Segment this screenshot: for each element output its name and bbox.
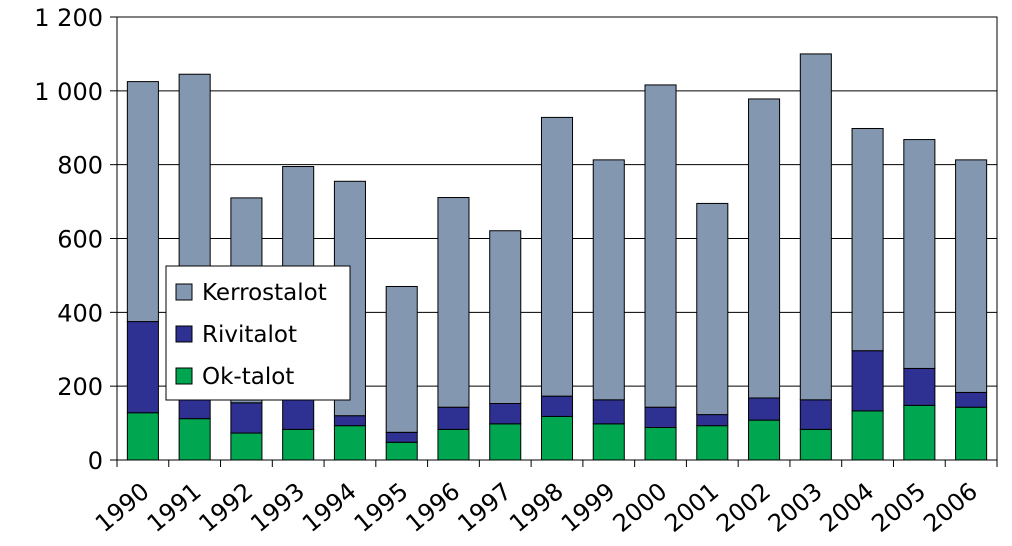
x-tick-label: 1992 [193,477,258,538]
bar-segment-kerrostalot-1999 [592,159,625,401]
bar-segment-ok-talot-1998 [540,415,574,461]
x-tick-label: 2005 [866,477,931,538]
bar-segment-rivitalot-1997 [489,403,522,425]
bar-segment-rivitalot-2002 [748,397,781,421]
bar-segment-ok-talot-1993 [282,428,315,461]
bar-segment-kerrostalot-2001 [696,202,729,416]
x-tick-label: 1996 [401,477,466,538]
y-tick-label: 400 [57,299,103,327]
axes [110,16,998,467]
bar-segment-ok-talot-1995 [385,441,418,461]
y-tick-labels: 0 200 400 600 800 1 000 1 200 [34,4,103,475]
bar-segment-rivitalot-1999 [592,399,625,425]
bar-segment-kerrostalot-2005 [903,139,936,369]
bar-segment-kerrostalot-1998 [540,116,574,397]
legend-swatch-rivitalot [175,325,193,343]
y-tick-label: 1 000 [34,78,103,106]
legend-box [165,265,351,401]
bar-segment-rivitalot-2006 [955,391,988,408]
bar-segment-kerrostalot-2006 [955,159,988,393]
bar-segment-rivitalot-2000 [644,406,677,429]
x-tick-label: 2000 [608,477,673,538]
bar-segment-kerrostalot-1995 [385,285,418,433]
bar-segment-rivitalot-1998 [540,395,574,417]
legend-label-rivitalot: Rivitalot [202,322,297,348]
bar-segment-ok-talot-1991 [178,418,211,461]
bar-segment-ok-talot-2003 [799,428,832,461]
y-tick-label: 0 [88,447,103,475]
x-tick-label: 2002 [711,477,776,538]
y-tick-label: 600 [57,226,103,254]
bar-segment-rivitalot-1995 [385,431,418,443]
bar-segment-ok-talot-1992 [230,432,263,461]
bars [126,53,988,461]
bar-segment-rivitalot-1992 [230,402,263,434]
x-tick-label: 2004 [815,477,880,538]
y-tick-label: 200 [57,373,103,401]
bar-segment-ok-talot-2001 [696,425,729,461]
plot-border [116,16,998,461]
x-tick-label: 1993 [245,477,310,538]
legend: Kerrostalot Rivitalot Ok-talot [165,265,351,401]
bar-segment-ok-talot-2005 [903,404,936,461]
bar-segment-ok-talot-2006 [955,406,988,461]
x-tick-labels: 1990199119921993199419951996199719981999… [90,477,983,538]
x-tick-label: 1994 [297,477,362,538]
legend-swatch-ok-talot [175,367,193,385]
bar-segment-kerrostalot-2003 [799,53,832,401]
bar-segment-ok-talot-1996 [437,428,470,461]
bar-segment-rivitalot-1996 [437,406,470,430]
bar-segment-rivitalot-2004 [851,350,884,412]
bar-segment-ok-talot-2000 [644,427,677,461]
bar-segment-ok-talot-1999 [592,423,625,461]
bar-segment-rivitalot-2003 [799,399,832,430]
bar-segment-rivitalot-1994 [333,415,366,427]
x-tick-label: 2006 [918,477,983,538]
y-tick-label: 1 200 [34,4,103,32]
x-tick-label: 1998 [504,477,569,538]
x-tick-label: 1995 [349,477,414,538]
bar-segment-ok-talot-2004 [851,410,884,461]
x-tick-label: 2001 [659,477,724,538]
bar-segment-kerrostalot-1990 [126,81,159,323]
bar-segment-kerrostalot-1996 [437,197,470,408]
x-tick-label: 1990 [90,477,155,538]
x-tick-label: 1991 [142,477,207,538]
bar-segment-ok-talot-1997 [489,423,522,461]
bar-segment-ok-talot-2002 [748,419,781,461]
bar-segment-kerrostalot-2000 [644,84,677,408]
bar-segment-ok-talot-1990 [126,412,159,461]
bar-segment-rivitalot-2001 [696,414,729,427]
legend-swatch-kerrostalot [175,283,193,301]
x-tick-label: 2003 [763,477,828,538]
bar-segment-kerrostalot-2002 [748,98,781,399]
bar-segment-rivitalot-1993 [282,396,315,430]
legend-label-ok-talot: Ok-talot [202,364,294,390]
y-tick-label: 800 [57,152,103,180]
legend-label-kerrostalot: Kerrostalot [202,280,327,306]
bar-segment-kerrostalot-1997 [489,230,522,405]
x-tick-label: 1997 [452,477,517,538]
bar-segment-ok-talot-1994 [333,425,366,461]
bar-segment-rivitalot-2005 [903,367,936,406]
bar-segment-kerrostalot-2004 [851,127,884,352]
x-tick-label: 1999 [556,477,621,538]
bar-segment-rivitalot-1990 [126,321,159,414]
